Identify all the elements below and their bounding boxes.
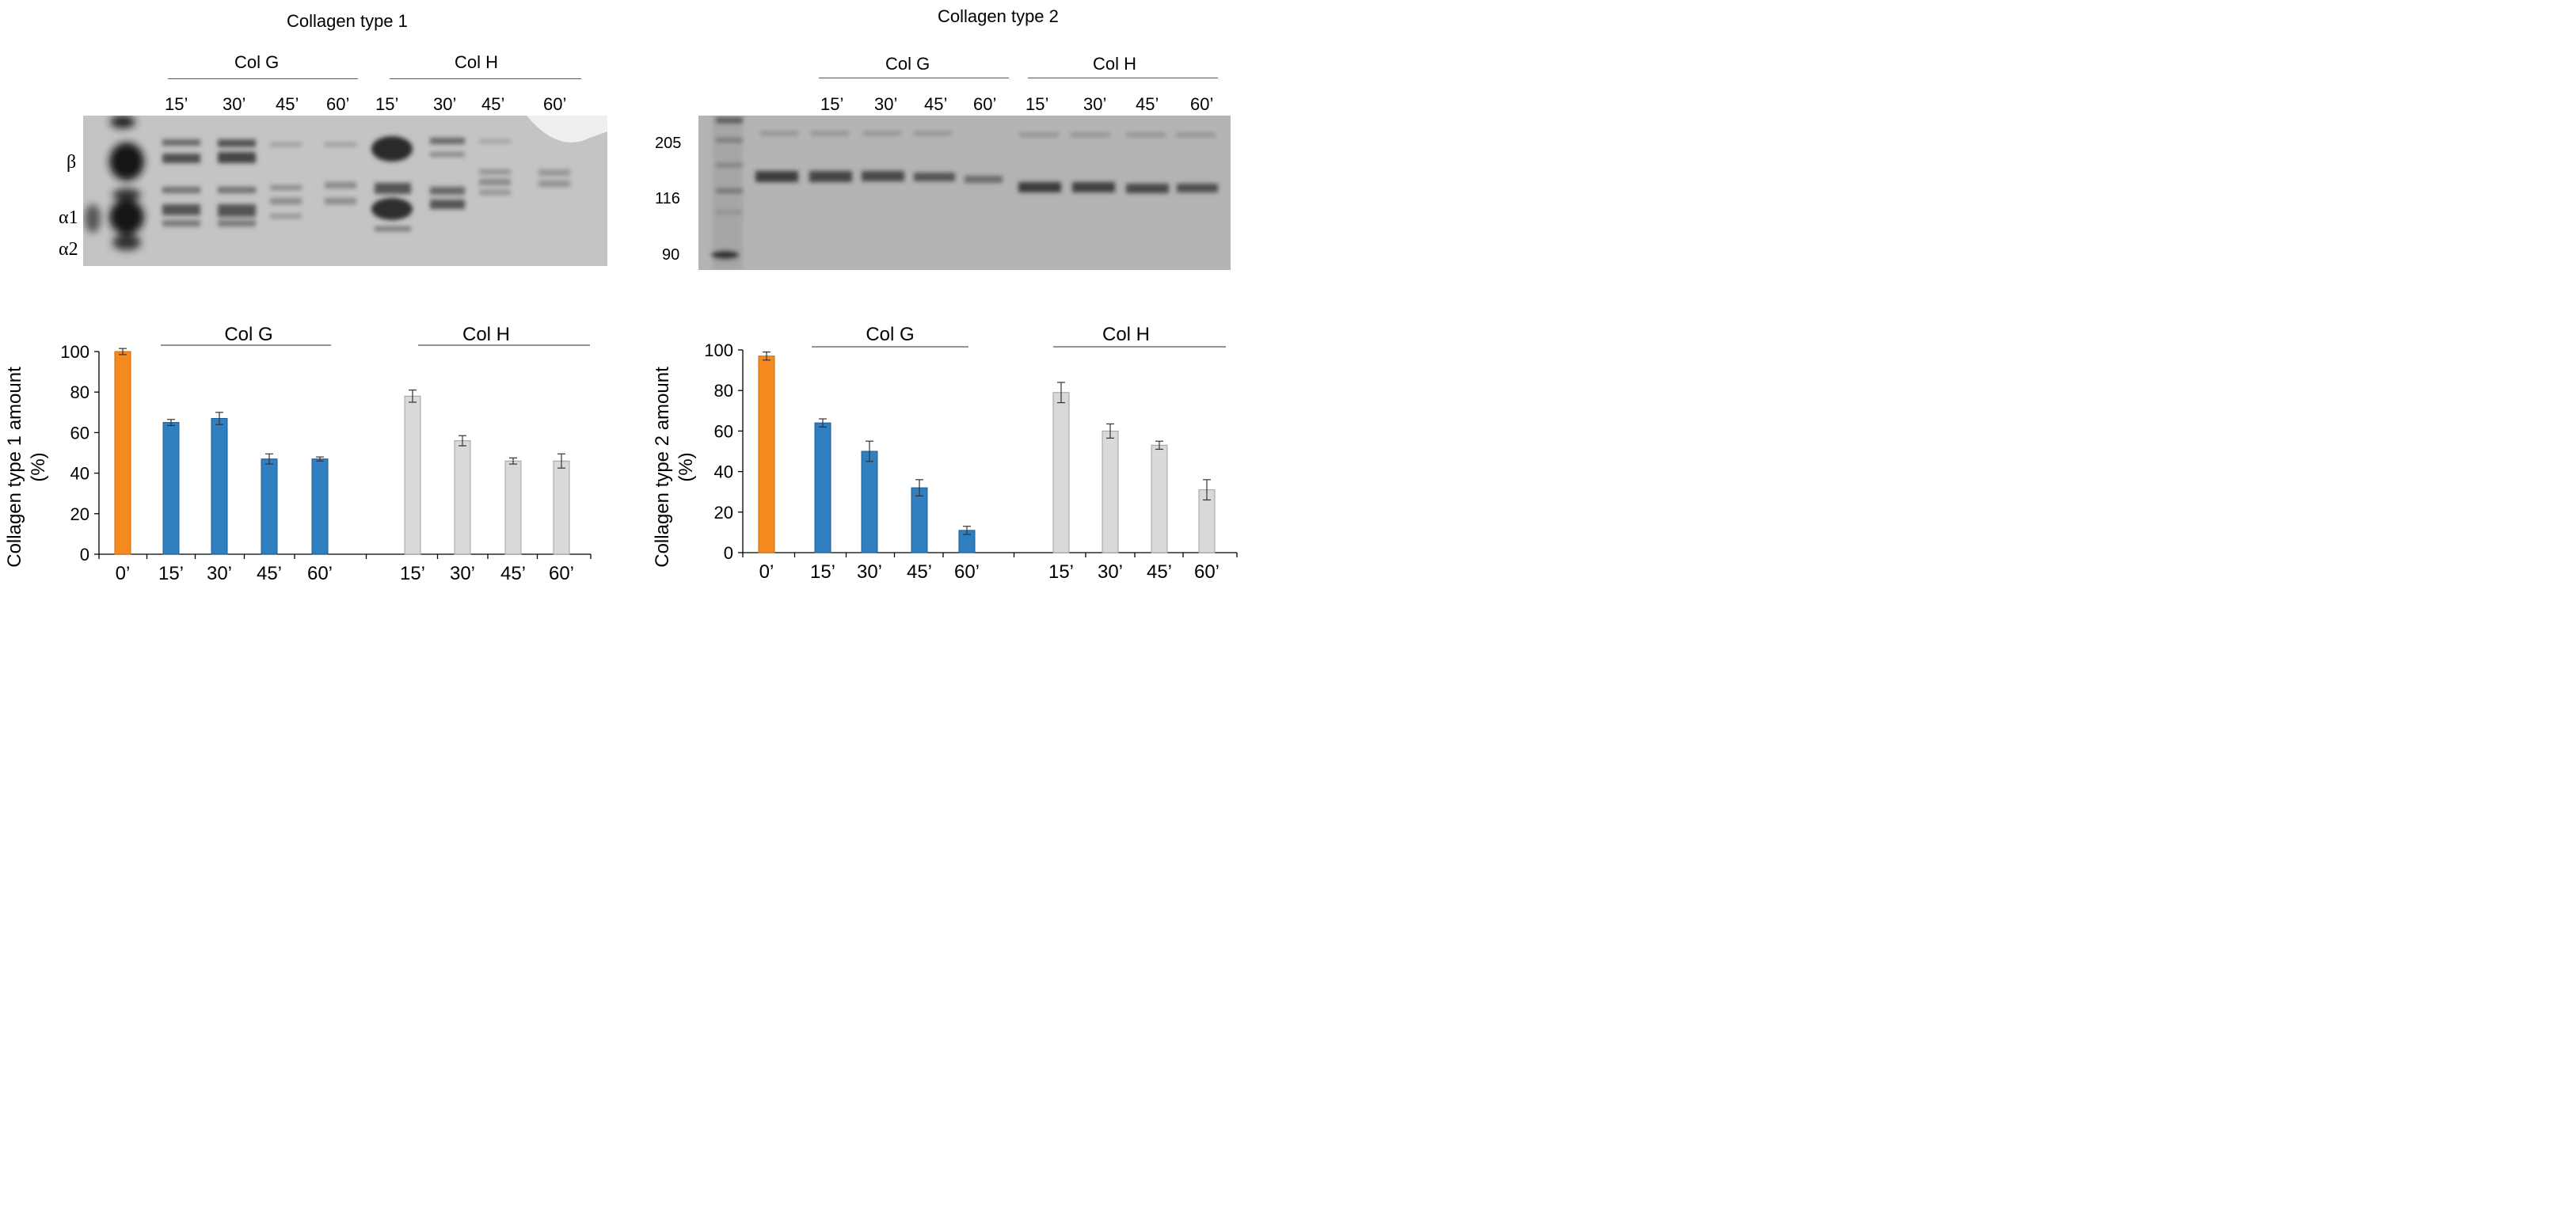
x-tick-label: 15’ xyxy=(1048,561,1074,583)
bar xyxy=(911,487,928,553)
x-tick-label: 15’ xyxy=(810,561,835,583)
y-tick-label: 100 xyxy=(704,340,733,360)
gel1-group-label-colh: Col H xyxy=(455,52,499,72)
x-tick-label: 15’ xyxy=(158,563,184,584)
gel2-group-label-colg: Col G xyxy=(885,54,930,74)
x-tick-label: 30’ xyxy=(1098,561,1123,583)
y-axis-unit: (%) xyxy=(28,452,49,481)
gel1-lane-label: 15’ xyxy=(165,94,188,114)
gel1-image xyxy=(83,116,607,266)
gel1-title: Collagen type 1 xyxy=(287,11,408,31)
bar xyxy=(814,422,831,553)
gel2-lane-label: 60’ xyxy=(1190,94,1214,114)
y-axis-unit: (%) xyxy=(675,452,697,481)
y-tick-label: 60 xyxy=(714,421,733,441)
bar xyxy=(261,458,278,555)
gel1-lane-label: 60’ xyxy=(326,94,350,114)
x-tick-label: 45’ xyxy=(907,561,932,583)
x-tick-label: 30’ xyxy=(450,563,475,584)
gel1-lane-label: 30’ xyxy=(433,94,457,114)
y-axis-label: Collagen type 2 amount xyxy=(652,367,673,568)
gel1-group-line-colg xyxy=(168,78,358,79)
y-tick-label: 80 xyxy=(714,381,733,401)
gel1-band-label-alpha2: α2 xyxy=(59,239,78,260)
gel2-lane-label: 15’ xyxy=(820,94,844,114)
y-tick-label: 60 xyxy=(70,423,89,443)
bar xyxy=(404,395,421,555)
bar xyxy=(504,460,522,555)
gel2-title: Collagen type 2 xyxy=(938,6,1059,26)
y-tick-label: 40 xyxy=(714,462,733,482)
y-tick-label: 20 xyxy=(714,503,733,523)
bar xyxy=(162,422,180,555)
bar xyxy=(861,451,878,553)
x-tick-label: 0’ xyxy=(116,563,131,584)
y-axis-title: Collagen type 2 amount (%) xyxy=(652,367,697,568)
y-tick-label: 0 xyxy=(724,543,733,563)
gel2-lane-label: 45’ xyxy=(1136,94,1159,114)
gel2-lane-label: 60’ xyxy=(973,94,997,114)
y-tick-label: 100 xyxy=(60,342,89,362)
bar xyxy=(553,460,570,555)
bar xyxy=(114,351,131,555)
x-tick-label: 60’ xyxy=(954,561,980,583)
y-tick-label: 80 xyxy=(70,382,89,402)
y-axis-title: Collagen type 1 amount (%) xyxy=(4,367,49,568)
gel1-lane-label: 45’ xyxy=(276,94,299,114)
x-tick-label: 45’ xyxy=(1147,561,1172,583)
bar xyxy=(311,458,329,555)
x-tick-label: 15’ xyxy=(400,563,425,584)
gel1-band-label-alpha1: α1 xyxy=(59,207,78,228)
bar-chart-collagen-type-1: Collagen type 1 amount (%) Col G Col H 0… xyxy=(4,324,592,584)
bar xyxy=(211,417,228,555)
bar xyxy=(454,440,471,555)
gel2-lane-label: 30’ xyxy=(874,94,898,114)
gel2-lane-label: 45’ xyxy=(924,94,948,114)
gel2-lane-label: 15’ xyxy=(1025,94,1049,114)
y-tick-label: 20 xyxy=(70,504,89,524)
gel2-marker-label-90: 90 xyxy=(662,246,680,264)
gel2-image xyxy=(698,116,1231,270)
bar xyxy=(1052,392,1070,553)
bar xyxy=(1102,430,1119,553)
gel1-band-label-beta: β xyxy=(67,152,77,173)
x-tick-label: 60’ xyxy=(549,563,574,584)
y-tick-label: 0 xyxy=(80,545,89,565)
group-label-colh: Col H xyxy=(1102,324,1150,345)
x-tick-label: 30’ xyxy=(857,561,882,583)
group-label-colh: Col H xyxy=(462,324,510,345)
gel1-lane-label: 60’ xyxy=(543,94,567,114)
bar-chart-collagen-type-2: Collagen type 2 amount (%) Col G Col H 0… xyxy=(652,324,1238,583)
gel2-marker-label-205: 205 xyxy=(655,135,682,152)
gel1-group-label-colg: Col G xyxy=(234,52,280,72)
bar xyxy=(1151,444,1168,553)
gel1-group-line-colh xyxy=(390,78,581,79)
x-tick-label: 60’ xyxy=(307,563,333,584)
gel2-marker-label-116: 116 xyxy=(655,190,680,207)
group-label-colg: Col G xyxy=(224,324,272,345)
bar xyxy=(758,355,775,553)
gel1-lane-label: 15’ xyxy=(375,94,399,114)
gel2-group-label-colh: Col H xyxy=(1093,54,1137,74)
x-tick-label: 45’ xyxy=(500,563,526,584)
x-tick-label: 45’ xyxy=(257,563,282,584)
gel1-lane-label: 30’ xyxy=(223,94,246,114)
y-tick-label: 40 xyxy=(70,464,89,484)
group-label-colg: Col G xyxy=(866,324,914,345)
x-tick-label: 30’ xyxy=(207,563,232,584)
y-axis-label: Collagen type 1 amount xyxy=(4,367,25,568)
gel1-lane-label: 45’ xyxy=(481,94,505,114)
x-tick-label: 60’ xyxy=(1194,561,1220,583)
gel2-lane-label: 30’ xyxy=(1083,94,1107,114)
x-tick-label: 0’ xyxy=(759,561,774,583)
